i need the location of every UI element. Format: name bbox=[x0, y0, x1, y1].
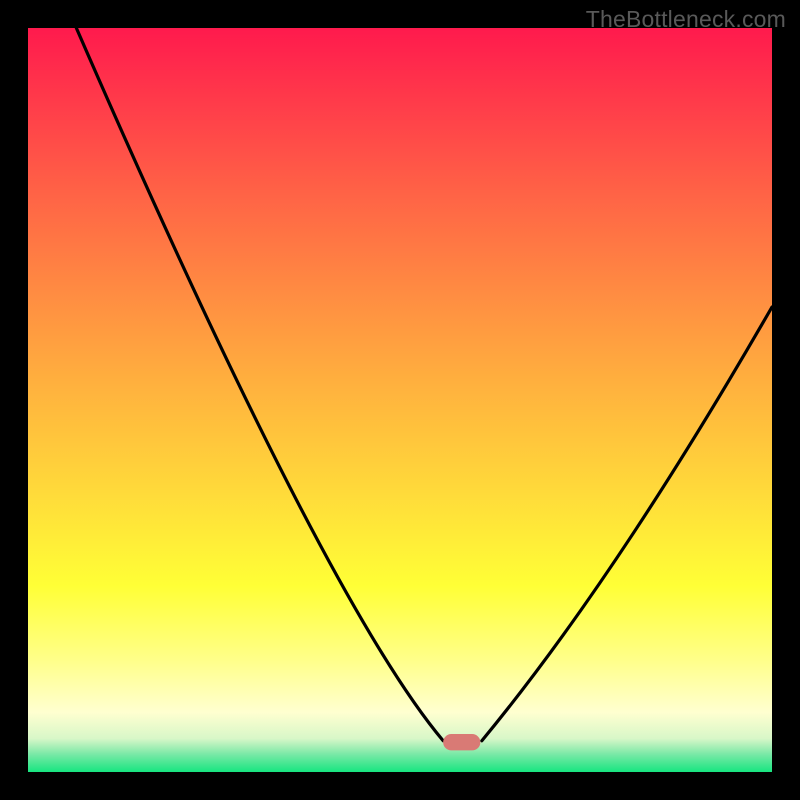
bottleneck-chart bbox=[0, 0, 800, 800]
chart-container: TheBottleneck.com bbox=[0, 0, 800, 800]
optimal-point-marker bbox=[443, 734, 480, 750]
watermark-text: TheBottleneck.com bbox=[586, 6, 786, 33]
chart-background bbox=[28, 28, 772, 772]
